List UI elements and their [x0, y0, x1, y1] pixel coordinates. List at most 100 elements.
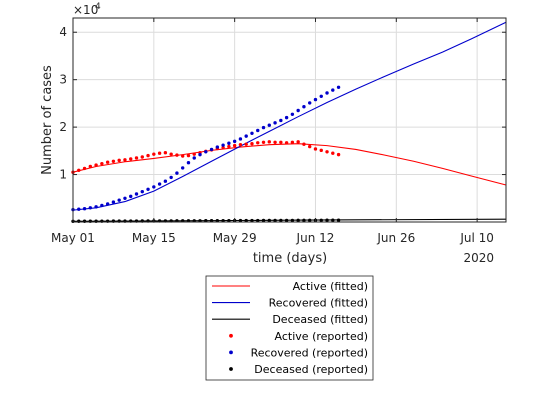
y-exponent-base: ×10	[73, 3, 98, 17]
active-reported-point-6	[105, 160, 110, 164]
recovered-reported-point-45	[331, 88, 335, 92]
recovered-reported-point-33	[261, 125, 266, 130]
legend-item-deceased-fitted: Deceased (fitted)	[212, 313, 368, 326]
deceased-reported-point-33	[261, 218, 266, 223]
active-reported-point-18	[175, 153, 179, 157]
active-reported-point-8	[117, 158, 121, 163]
active-reported-point-26	[221, 145, 225, 150]
deceased-reported-point-31	[250, 218, 254, 223]
legend-label-active-fitted: Active (fitted)	[293, 280, 368, 293]
deceased-reported-point-30	[244, 218, 248, 223]
recovered-reported-point-27	[227, 141, 231, 145]
recovered-reported-point-17	[169, 175, 173, 180]
x-tick-label-4: Jun 26	[376, 231, 415, 245]
series-layer	[71, 21, 507, 223]
recovered-reported-point-5	[100, 203, 104, 208]
tick-marks	[72, 18, 506, 222]
x-tick-label-3: Jun 12	[296, 231, 335, 245]
active-reported-point-5	[100, 161, 104, 166]
recovered-reported-point-41	[308, 101, 312, 105]
deceased-reported-point-46	[336, 218, 341, 222]
recovered-reported-point-21	[192, 156, 196, 160]
recovered-reported-point-15	[157, 182, 162, 186]
active-reported-point-14	[152, 152, 156, 156]
recovered-reported-point-46	[336, 85, 341, 89]
active-reported-point-7	[111, 159, 116, 163]
legend-swatch-active-reported	[229, 333, 233, 338]
year-label: 2020	[463, 251, 494, 265]
active-reported-point-37	[284, 141, 289, 145]
deceased-reported-point-37	[284, 218, 289, 223]
legend: Active (fitted) Recovered (fitted) Decease…	[205, 275, 374, 381]
y-tick-label-3: 4	[59, 25, 67, 39]
legend-label-recovered-reported: Recovered (reported)	[251, 346, 368, 359]
active-reported-point-35	[273, 140, 277, 144]
active-reported-point-42	[313, 147, 318, 151]
y-tick-label-1: 2	[59, 120, 67, 134]
active-reported-point-32	[256, 141, 260, 145]
active-reported-point-34	[267, 140, 271, 144]
x-tick-label-1: May 15	[132, 231, 176, 245]
active-reported-point-38	[290, 140, 295, 144]
recovered-reported-point-16	[163, 179, 168, 183]
recovered-reported-point-31	[250, 131, 254, 135]
legend-item-recovered-reported: Recovered (reported)	[229, 346, 368, 359]
recovered-reported-point-12	[140, 189, 144, 194]
recovered-reported-point-44	[325, 91, 329, 95]
legend-label-deceased-reported: Deceased (reported)	[254, 363, 368, 376]
recovered-reported-point-24	[209, 147, 214, 152]
legend-label-active-reported: Active (reported)	[275, 330, 368, 343]
grid-lines	[72, 18, 506, 222]
tick-labels: May 01 May 15 May 29 Jun 12 Jun 26 Jul 10 1 2 3 4	[51, 25, 494, 245]
active-reported-point-36	[279, 140, 283, 144]
active-reported-point-17	[169, 152, 173, 156]
recovered-reported-point-28	[232, 139, 237, 144]
legend-item-active-reported: Active (reported)	[229, 330, 368, 343]
active-fitted-line	[72, 143, 507, 186]
active-reported-point-27	[227, 144, 231, 149]
recovered-reported-point-10	[129, 194, 133, 199]
series-recovered-fitted	[72, 21, 507, 211]
active-reported-point-29	[238, 142, 243, 147]
recovered-reported-point-11	[134, 192, 139, 196]
deceased-reported-point-44	[325, 218, 329, 222]
recovered-reported-point-40	[302, 105, 306, 109]
recovered-reported-point-9	[123, 196, 127, 200]
active-reported-point-43	[319, 148, 323, 153]
active-reported-point-45	[331, 151, 335, 155]
active-reported-point-44	[325, 150, 329, 154]
recovered-fitted-line	[72, 21, 507, 211]
series-active-fitted	[72, 143, 507, 186]
recovered-reported-point-6	[105, 202, 110, 206]
deceased-reported-point-43	[319, 218, 323, 222]
active-reported-point-13	[146, 153, 150, 158]
recovered-reported-point-3	[88, 206, 93, 210]
deceased-reported-point-34	[267, 218, 271, 223]
series-recovered-reported	[71, 85, 341, 212]
recovered-reported-point-42	[313, 97, 318, 102]
y-exponent-power: 4	[95, 2, 101, 12]
recovered-reported-point-23	[204, 150, 208, 154]
x-tick-label-0: May 01	[51, 231, 95, 245]
active-reported-point-1	[77, 168, 81, 172]
deceased-reported-point-35	[273, 218, 277, 223]
legend-item-active-fitted: Active (fitted)	[212, 280, 368, 293]
active-reported-point-31	[250, 142, 254, 146]
active-reported-point-4	[94, 163, 98, 167]
recovered-reported-point-34	[267, 123, 271, 127]
legend-swatch-recovered-reported	[229, 350, 233, 355]
recovered-reported-point-30	[244, 134, 248, 138]
active-reported-point-46	[336, 152, 341, 157]
recovered-reported-point-26	[221, 143, 225, 147]
recovered-reported-point-7	[111, 200, 116, 204]
legend-item-recovered-fitted: Recovered (fitted)	[212, 297, 368, 310]
deceased-reported-point-41	[308, 218, 312, 223]
active-reported-point-30	[244, 142, 248, 146]
y-tick-label-0: 1	[59, 168, 67, 182]
active-reported-point-11	[134, 156, 139, 160]
deceased-reported-point-45	[331, 218, 335, 222]
deceased-reported-point-39	[296, 218, 300, 223]
active-reported-point-12	[140, 155, 144, 159]
recovered-reported-point-38	[290, 112, 295, 117]
